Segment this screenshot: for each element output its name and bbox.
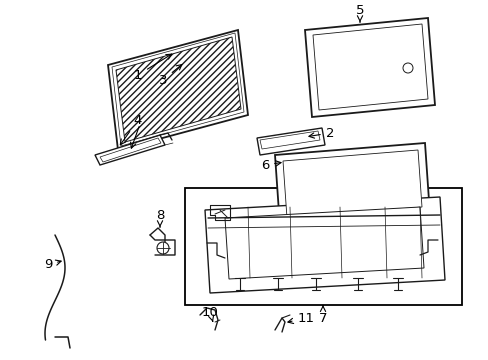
Polygon shape [260,131,319,149]
Text: 2: 2 [308,126,334,140]
Polygon shape [116,37,241,142]
Polygon shape [100,138,161,162]
Polygon shape [204,197,444,293]
Polygon shape [224,207,423,279]
Polygon shape [283,150,421,218]
Polygon shape [108,30,247,150]
Text: 10: 10 [201,306,218,321]
Circle shape [157,242,169,254]
Text: 5: 5 [355,4,364,22]
Text: 7: 7 [318,306,326,324]
Polygon shape [184,188,461,305]
Text: 3: 3 [159,64,182,86]
Polygon shape [312,24,427,110]
Text: 8: 8 [156,208,164,227]
Polygon shape [95,135,164,165]
Text: 9: 9 [44,258,61,271]
Polygon shape [257,128,325,155]
Polygon shape [305,18,434,117]
Circle shape [402,63,412,73]
Text: 4: 4 [120,113,142,145]
Text: 1: 1 [134,54,171,81]
Text: 6: 6 [260,158,281,171]
Text: 11: 11 [287,311,314,324]
Polygon shape [274,143,429,227]
